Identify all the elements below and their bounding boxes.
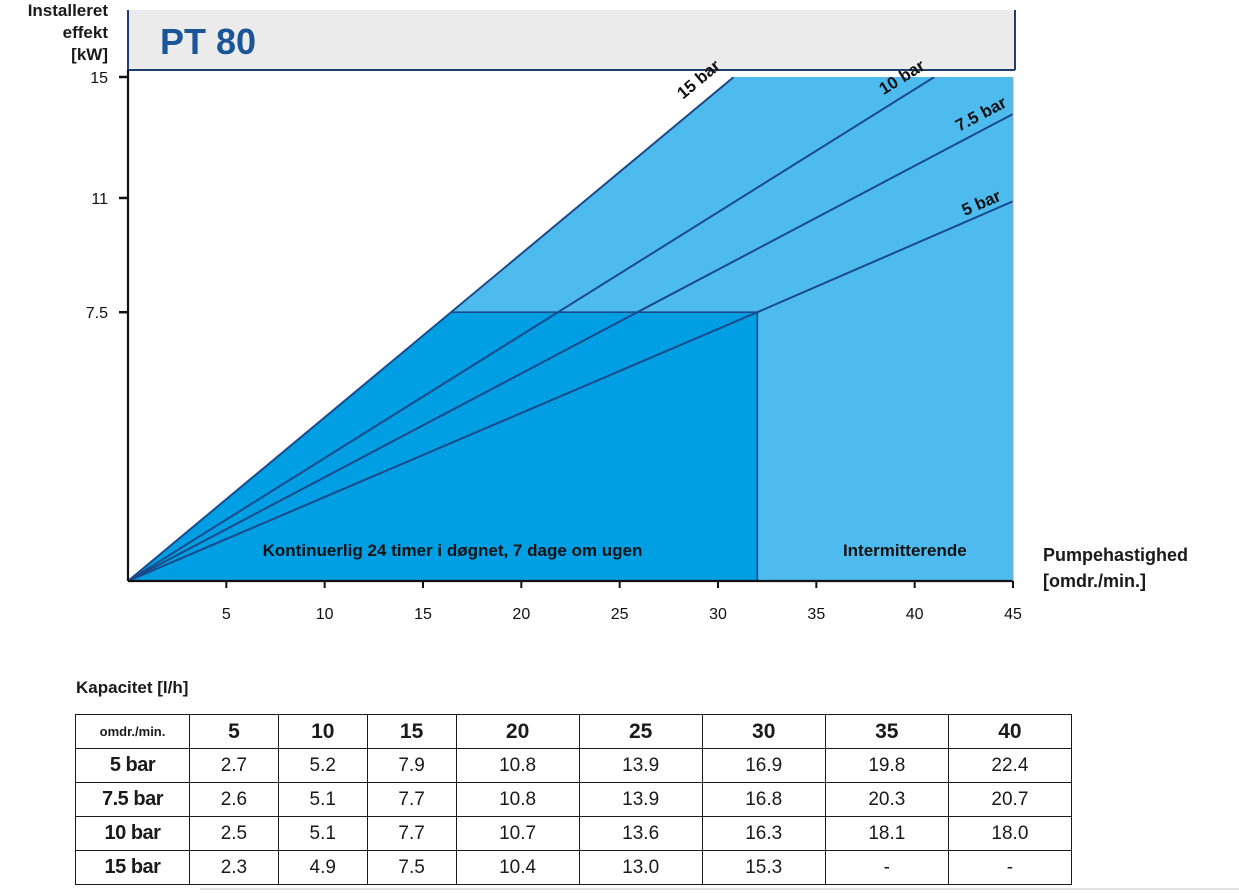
region-label: Kontinuerlig 24 timer i døgnet, 7 dage o… [263,541,643,560]
series-line [128,200,1013,581]
table-cell: 19.8 [824,748,949,783]
x-tick-label: 35 [807,606,825,623]
y-tick-label: 15 [90,70,108,87]
x-axis-label-line: Pumpehastighed [1043,545,1189,565]
y-tick-label: 11 [91,191,108,208]
table-header-row: omdr./min. 5 10 15 20 25 30 35 40 [75,714,1073,749]
table-cell: 10.8 [455,782,580,817]
table-cell: - [824,850,949,885]
x-tick-label: 25 [611,606,629,623]
table-cell: 7.7 [366,782,457,817]
axis-ticks: 5 10 15 20 25 30 35 40 45 7.5 11 15 [86,70,1022,623]
table-cell: 15.3 [701,850,826,885]
table-row: 10 bar 2.5 5.1 7.7 10.7 13.6 16.3 18.1 1… [75,816,1073,851]
table-cell: 5.1 [277,816,368,851]
table-cell: 18.0 [947,816,1073,851]
table-cell: 7.7 [366,816,457,851]
chart-title: PT 80 [160,21,256,62]
capacity-title: Kapacitet [l/h] [76,678,189,697]
table-cell: 13.0 [578,850,703,885]
table-cell: 10.4 [455,850,580,885]
y-axis-label-line: Installeret [27,1,108,20]
x-tick-label: 5 [222,606,231,623]
table-cell: 7.5 [366,850,457,885]
table-cell: 13.9 [578,782,703,817]
table-cell: 2.7 [189,748,279,783]
column-header: 10 [277,714,368,749]
x-tick-label: 10 [316,606,334,623]
table-cell: 10.8 [455,748,580,783]
y-axis-label: Installeret effekt [kW] [0,0,108,66]
column-header: 20 [455,714,580,749]
x-tick-label: 40 [906,606,924,623]
series-line [128,113,1013,581]
table-cell: 16.9 [701,748,826,783]
table-cell: 13.9 [578,748,703,783]
column-header: 35 [824,714,949,749]
table-cell: 2.5 [189,816,279,851]
x-axis-label-line: [omdr./min.] [1043,571,1146,591]
row-header: 15 bar [75,850,190,885]
table-cell: 10.7 [455,816,580,851]
table-row: 5 bar 2.7 5.2 7.9 10.8 13.9 16.9 19.8 22… [75,748,1073,783]
table-row: 15 bar 2.3 4.9 7.5 10.4 13.0 15.3 - - [75,850,1073,885]
table-row: 7.5 bar 2.6 5.1 7.7 10.8 13.9 16.8 20.3 … [75,782,1073,817]
table-cell: 22.4 [947,748,1073,783]
y-axis-label-line: [kW] [71,45,108,64]
table-cell: 20.3 [824,782,949,817]
column-header: 25 [578,714,703,749]
capacity-table: omdr./min. 5 10 15 20 25 30 35 40 5 bar … [75,714,1073,885]
y-axis-label-line: effekt [62,23,108,42]
x-tick-label: 15 [414,606,432,623]
series-line [128,77,735,581]
column-header: 40 [947,714,1073,749]
y-tick-label: 7.5 [86,305,108,322]
region-label: Intermitterende [843,541,967,560]
x-tick-label: 45 [1004,606,1022,623]
x-axis-label: Pumpehastighed [omdr./min.] [1043,542,1188,594]
table-cell: 2.3 [189,850,279,885]
row-header: 5 bar [75,748,190,783]
table-cell: 5.2 [277,748,368,783]
series-lines [128,77,1013,581]
table-cell: 13.6 [578,816,703,851]
table-cell: 7.9 [366,748,457,783]
column-header: 30 [701,714,826,749]
table-cell: 4.9 [277,850,368,885]
table-cell: 16.8 [701,782,826,817]
table-cell: 16.3 [701,816,826,851]
series-line [128,77,935,581]
x-tick-label: 30 [709,606,727,623]
table-corner-cell: omdr./min. [75,714,190,749]
divider [200,888,1239,890]
column-header: 15 [366,714,457,749]
table-cell: 2.6 [189,782,279,817]
column-header: 5 [189,714,279,749]
regions-layer [128,77,1013,581]
title-box [128,10,1015,70]
table-cell: 18.1 [824,816,949,851]
table-cell: 20.7 [947,782,1073,817]
x-tick-label: 20 [512,606,530,623]
row-header: 10 bar [75,816,190,851]
row-header: 7.5 bar [75,782,190,817]
table-cell: - [947,850,1073,885]
table-cell: 5.1 [277,782,368,817]
chart-frame: PT 80 [126,10,1016,583]
